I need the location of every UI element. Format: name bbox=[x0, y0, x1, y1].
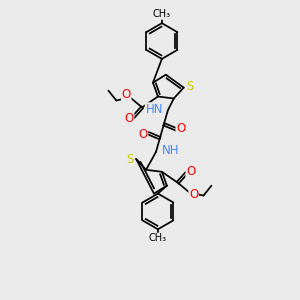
Text: O: O bbox=[176, 122, 185, 135]
Text: CH₃: CH₃ bbox=[149, 233, 167, 243]
Text: S: S bbox=[127, 153, 134, 167]
Text: CH₃: CH₃ bbox=[153, 9, 171, 19]
Text: HN: HN bbox=[146, 103, 163, 116]
Text: O: O bbox=[186, 165, 195, 178]
Text: O: O bbox=[122, 88, 131, 101]
Text: NH: NH bbox=[162, 143, 179, 157]
Text: O: O bbox=[138, 128, 148, 141]
Text: O: O bbox=[189, 188, 198, 201]
Text: S: S bbox=[186, 80, 193, 93]
Text: O: O bbox=[124, 112, 134, 125]
